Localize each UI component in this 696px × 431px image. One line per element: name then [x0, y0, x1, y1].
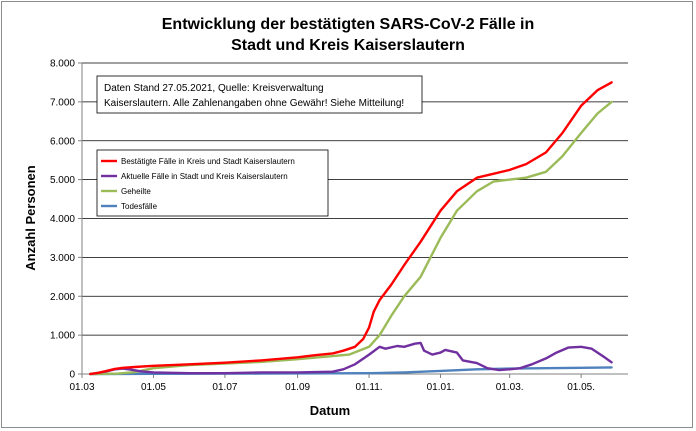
x-axis-ticks: 01.03 01.05 01.07 01.09 01.11. 01.01. 01.03. 01…	[69, 374, 595, 393]
x-tick-label: 01.07	[212, 382, 237, 393]
x-tick-label: 01.09	[285, 382, 310, 393]
data-note-line-1: Daten Stand 27.05.2021, Quelle: Kreisver…	[104, 83, 324, 94]
y-tick-label: 1.000	[50, 331, 75, 342]
legend-label: Aktuelle Fälle in Stadt und Kreis Kaiser…	[121, 172, 288, 181]
chart-title: Entwicklung der bestätigten SARS-CoV-2 F…	[162, 16, 535, 54]
chart-title-line-2: Stadt und Kreis Kaiserslautern	[231, 37, 465, 54]
legend-label: Todesfälle	[121, 202, 158, 211]
series-line-aktuelle-f-lle-in-stadt-und-kreis-kaiserslautern	[89, 341, 613, 376]
data-note: Daten Stand 27.05.2021, Quelle: Kreisver…	[96, 75, 423, 114]
x-tick-label: 01.05.	[567, 382, 595, 393]
x-tick-label: 01.03	[69, 382, 94, 393]
legend-label: Geheilte	[121, 187, 151, 196]
x-tick-label: 01.11.	[356, 382, 383, 393]
legend-box	[96, 149, 329, 217]
legend-items: Bestätigte Fälle in Kreis und Stadt Kais…	[101, 157, 295, 211]
y-axis-ticks: 0 1.000 2.000 3.000 4.000 5.000 6.000 7.000 8.00…	[50, 59, 82, 381]
x-tick-label: 01.01.	[427, 382, 455, 393]
y-tick-label: 4.000	[50, 214, 75, 225]
x-axis-title: Datum	[310, 403, 350, 418]
y-tick-label: 5.000	[50, 175, 75, 186]
y-tick-label: 2.000	[50, 292, 75, 303]
y-tick-label: 6.000	[50, 136, 75, 147]
y-tick-label: 0	[69, 370, 75, 381]
x-tick-label: 01.05	[141, 382, 166, 393]
data-note-box	[96, 75, 423, 114]
legend: Bestätigte Fälle in Kreis und Stadt Kais…	[96, 149, 329, 217]
y-tick-label: 7.000	[50, 97, 75, 108]
chart-title-line-1: Entwicklung der bestätigten SARS-CoV-2 F…	[162, 16, 535, 33]
legend-label: Bestätigte Fälle in Kreis und Stadt Kais…	[121, 157, 295, 166]
series-lines	[89, 81, 613, 376]
y-tick-label: 3.000	[50, 253, 75, 264]
y-axis-title: Anzahl Personen	[23, 165, 38, 271]
series-line-best-tigte-f-lle-in-kreis-und-stadt-kaiserslautern	[89, 81, 613, 376]
x-tick-label: 01.03.	[496, 382, 524, 393]
y-tick-label: 8.000	[50, 59, 75, 70]
data-note-line-2: Kaiserslautern. Alle Zahlenangaben ohne …	[104, 98, 404, 109]
